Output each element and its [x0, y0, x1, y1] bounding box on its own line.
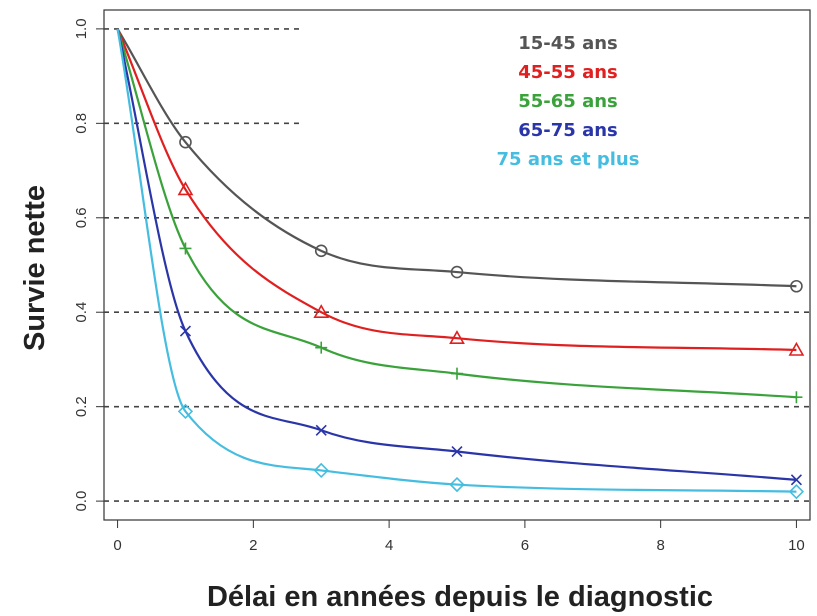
y-tick-label: 0.0 [73, 491, 90, 512]
legend-entry-45-55-ans: 45-55 ans [518, 62, 618, 83]
series-markers [177, 135, 805, 500]
series-lines [116, 28, 797, 493]
x-tick-label: 8 [656, 537, 664, 554]
series-line-45-55-ans [116, 28, 797, 352]
data-point-45-55-ans [313, 304, 330, 319]
data-point-65-75-ans [790, 474, 802, 486]
data-point-55-65-ans [790, 391, 803, 404]
data-point-65-75-ans [451, 445, 463, 458]
x-tick-label: 0 [113, 537, 121, 554]
y-tick-label: 1.0 [73, 18, 90, 39]
data-point-15-45-ans [450, 265, 464, 279]
data-point-65-75-ans [179, 325, 192, 337]
data-point-15-45-ans [314, 244, 328, 258]
data-point-55-65-ans [451, 367, 463, 380]
legend: 15-45 ans 45-55 ans 55-65 ans 65-75 ans 75 a… [497, 33, 640, 170]
legend-entry-55-65-ans: 55-65 ans [518, 91, 618, 112]
data-point-45-55-ans [449, 330, 465, 344]
reference-lines [104, 28, 810, 502]
plot-frame [103, 9, 811, 521]
series-line-55-65-ans [116, 28, 797, 399]
data-point-75-ans-et-plus [313, 462, 329, 479]
x-tick-label: 10 [788, 537, 805, 554]
series-line-75-ans-et-plus [116, 28, 797, 493]
x-axis-title: Délai en années depuis le diagnostic [207, 581, 713, 613]
legend-entry-15-45-ans: 15-45 ans [518, 33, 618, 54]
y-tick-label: 0.8 [73, 113, 90, 134]
y-axis-title: Survie nette [19, 185, 51, 351]
series-line-65-75-ans [116, 28, 797, 481]
data-point-15-45-ans [179, 135, 192, 149]
data-point-65-75-ans [315, 424, 327, 436]
y-tick-label: 0.6 [73, 207, 90, 228]
x-tick-label: 4 [385, 537, 393, 554]
y-tick-label: 0.2 [73, 396, 90, 417]
y-tick-label: 0.4 [73, 302, 90, 323]
data-point-55-65-ans [315, 341, 328, 354]
data-point-75-ans-et-plus [788, 484, 805, 500]
data-point-15-45-ans [790, 279, 803, 293]
series-line-15-45-ans [116, 28, 797, 288]
data-point-75-ans-et-plus [449, 476, 465, 493]
data-point-45-55-ans [788, 341, 805, 356]
legend-entry-75-ans-et-plus: 75 ans et plus [497, 149, 640, 170]
legend-entry-65-75-ans: 65-75 ans [518, 120, 618, 141]
x-tick-label: 2 [249, 537, 257, 554]
axes: 0 2 4 6 8 10 0.0 0.2 0.4 0.6 0.8 1.0 [73, 18, 805, 554]
data-point-45-55-ans [177, 181, 194, 196]
data-point-55-65-ans [179, 242, 192, 255]
x-tick-label: 6 [521, 537, 529, 554]
data-point-75-ans-et-plus [177, 403, 194, 420]
